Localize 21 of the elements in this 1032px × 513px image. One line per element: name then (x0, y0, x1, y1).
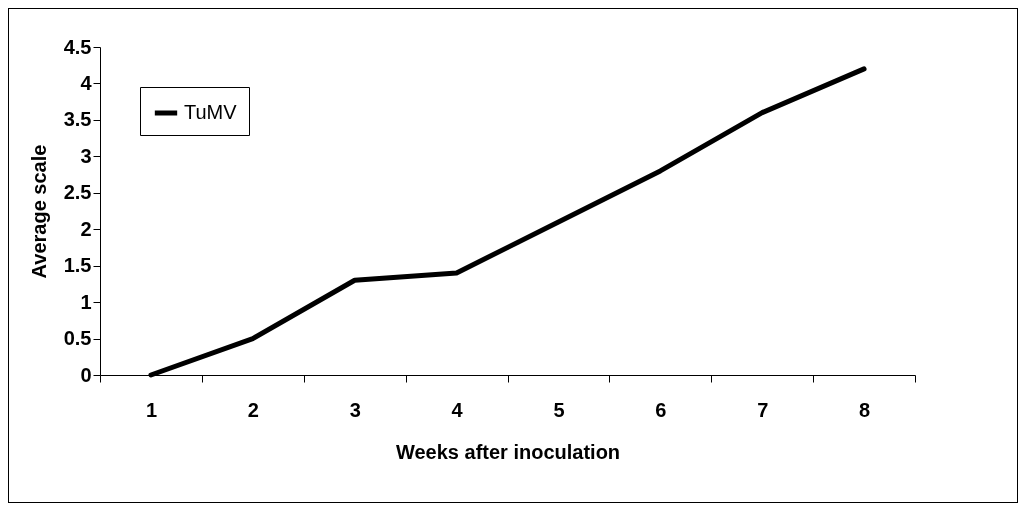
x-tick-label: 7 (757, 398, 769, 421)
y-tick-label: 2.5 (63, 181, 92, 204)
y-axis-title: Average scale (27, 144, 50, 279)
x-axis-title: Weeks after inoculation (395, 440, 621, 463)
x-tick-label: 5 (553, 398, 565, 421)
y-tick-label: 3 (80, 144, 92, 167)
x-tick-label: 4 (451, 398, 464, 421)
y-tick-label: 1 (80, 290, 92, 313)
x-tick-label: 1 (145, 398, 157, 421)
x-tick-label: 2 (247, 398, 259, 421)
x-tick-label: 6 (655, 398, 667, 421)
y-tick-label: 0 (80, 363, 92, 386)
y-tick-label: 4 (80, 71, 93, 94)
y-tick-label: 1.5 (63, 254, 92, 277)
y-tick-label: 4.5 (63, 35, 92, 58)
y-tick-label: 2 (80, 217, 92, 240)
y-tick-label: 3.5 (63, 108, 92, 131)
x-tick-label: 8 (859, 398, 871, 421)
x-tick-label: 3 (349, 398, 361, 421)
legend-label: TuMV (184, 101, 238, 123)
y-tick-label: 0.5 (63, 327, 92, 350)
